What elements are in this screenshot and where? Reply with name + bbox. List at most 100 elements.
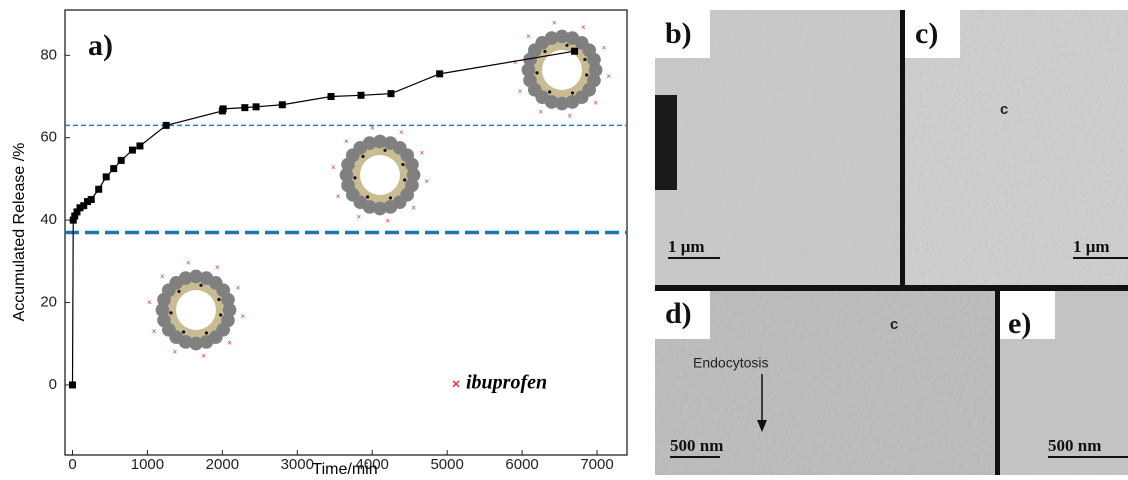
drug: ×: [160, 272, 165, 281]
dot: [403, 178, 406, 181]
legend-marker: ×: [452, 376, 460, 392]
x-tick-label: 5000: [430, 456, 463, 473]
drug: ×: [593, 98, 598, 107]
drug: ×: [173, 347, 178, 356]
panel-label: a): [88, 29, 113, 62]
drug: ×: [227, 338, 232, 347]
drug: ×: [147, 298, 152, 307]
data-point: [103, 173, 110, 180]
drug: ×: [411, 203, 416, 212]
drug: ×: [385, 217, 390, 226]
data-point: [571, 48, 578, 55]
figure: 01000200030004000500060007000020406080××…: [0, 0, 1128, 475]
dot: [219, 313, 222, 316]
x-tick-label: 7000: [580, 456, 613, 473]
scale-label: 500 nm: [1048, 436, 1101, 455]
panel-label: c): [915, 17, 938, 50]
drug: ×: [215, 263, 220, 272]
drug: ×: [552, 18, 557, 27]
data-point: [241, 104, 248, 111]
chart-a: 01000200030004000500060007000020406080××…: [40, 18, 627, 472]
drug: ×: [526, 32, 531, 41]
data-point: [387, 90, 394, 97]
data-point: [95, 186, 102, 193]
drug: ×: [186, 258, 191, 267]
dot: [571, 91, 574, 94]
x-axis-label: Time/min: [312, 461, 377, 475]
bead: [405, 158, 419, 172]
pore: [360, 155, 400, 195]
dot: [585, 73, 588, 76]
drug: ×: [370, 123, 375, 132]
data-point: [88, 196, 95, 203]
x-tick-label: 2000: [206, 456, 239, 473]
drug: ×: [236, 283, 241, 292]
x-tick-label: 0: [68, 456, 76, 473]
drug: ×: [539, 107, 544, 116]
data-point: [110, 165, 117, 172]
dot: [182, 330, 185, 333]
drug: ×: [344, 137, 349, 146]
drug: ×: [606, 72, 611, 81]
nanoparticle-icon: × × × × × × × × × ×: [147, 258, 245, 360]
data-point: [328, 93, 335, 100]
drug: ×: [152, 327, 157, 336]
y-tick-label: 80: [40, 46, 57, 63]
drug: ×: [201, 352, 206, 361]
drug: ×: [424, 177, 429, 186]
dot: [401, 163, 404, 166]
dot: [583, 58, 586, 61]
drug: ×: [581, 23, 586, 32]
dot: [535, 71, 538, 74]
dot: [361, 155, 364, 158]
annotation: Endocytosis: [693, 355, 768, 371]
dot: [565, 44, 568, 47]
data-point: [436, 70, 443, 77]
drug: ×: [420, 148, 425, 157]
micrographs: b) c) d) e) 1 μm 1 μm c 500 nm c Endocyt…: [655, 10, 1128, 475]
dot: [389, 196, 392, 199]
dot: [217, 298, 220, 301]
y-axis-label: Accumulated Release /%: [11, 143, 28, 322]
dot: [199, 284, 202, 287]
page: {"chart_data": {"type": "scatter", "pane…: [0, 0, 1128, 475]
pore: [176, 290, 216, 330]
y-tick-label: 0: [49, 376, 57, 393]
panel-label: b): [665, 17, 692, 50]
drug: ×: [240, 312, 245, 321]
x-tick-label: 6000: [505, 456, 538, 473]
data-point: [253, 103, 260, 110]
dot: [169, 311, 172, 314]
scale-label: 1 μm: [668, 237, 705, 256]
series-line: [72, 51, 574, 385]
drug: ×: [518, 87, 523, 96]
dot: [205, 331, 208, 334]
drug: ×: [602, 43, 607, 52]
y-tick-label: 20: [40, 294, 57, 311]
data-point: [118, 157, 125, 164]
dot: [383, 149, 386, 152]
y-tick-label: 60: [40, 129, 57, 146]
drug: ×: [336, 192, 341, 201]
x-tick-label: 3000: [281, 456, 314, 473]
drug: ×: [513, 58, 518, 67]
y-tick-label: 40: [40, 211, 57, 228]
drug: ×: [331, 163, 336, 172]
scale-label: 1 μm: [1073, 237, 1110, 256]
divider: [900, 10, 905, 291]
nanoparticle-icon: × × × × × × × × × ×: [331, 123, 429, 225]
dot: [177, 290, 180, 293]
data-point: [220, 105, 227, 112]
data-point: [69, 381, 76, 388]
drug: ×: [399, 128, 404, 137]
scale-label: 500 nm: [670, 436, 723, 455]
x-tick-label: 1000: [131, 456, 164, 473]
dot: [548, 90, 551, 93]
dot: [366, 195, 369, 198]
dot: [543, 50, 546, 53]
panel-label: e): [1008, 307, 1031, 340]
drug: ×: [357, 212, 362, 221]
bead: [587, 53, 601, 67]
nanoparticle-icon: ××××××××××: [513, 18, 611, 120]
data-point: [357, 92, 364, 99]
